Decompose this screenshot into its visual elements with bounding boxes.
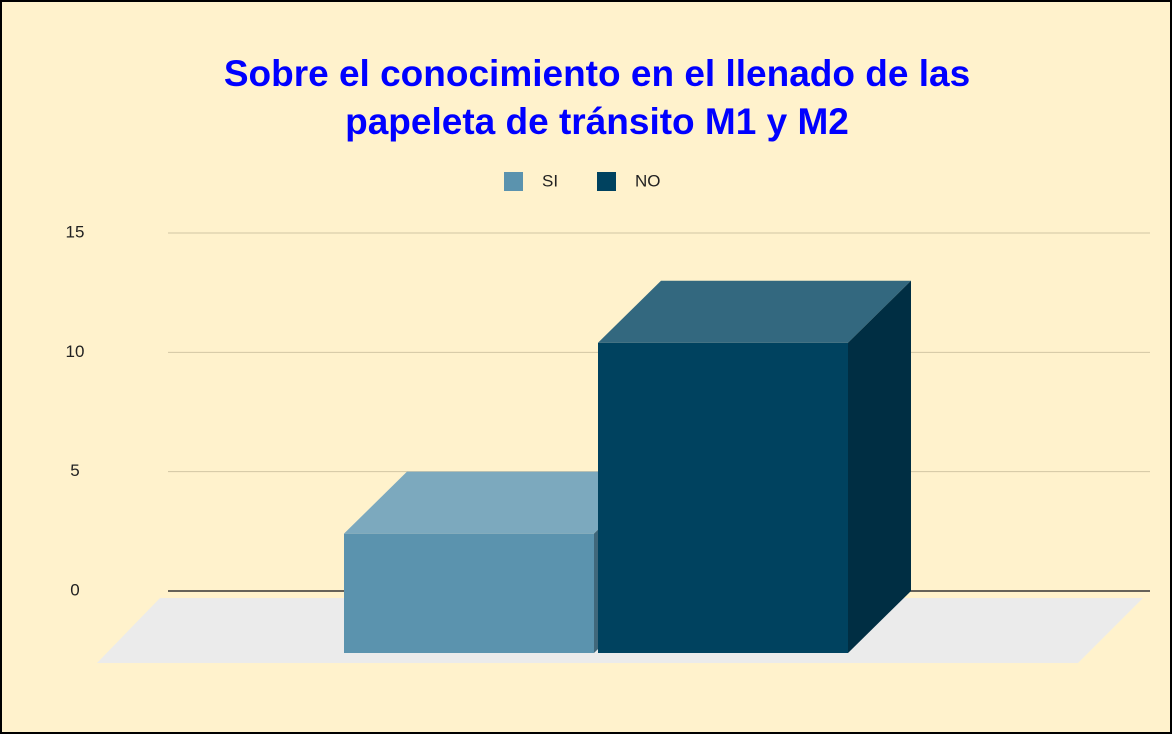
bar-front <box>344 533 594 653</box>
y-tick-label: 5 <box>70 461 79 480</box>
chart-title: Sobre el conocimiento en el llenado de l… <box>224 53 970 94</box>
legend-swatch <box>597 172 616 191</box>
legend-label: SI <box>542 171 558 190</box>
chart-title: papeleta de tránsito M1 y M2 <box>345 101 849 142</box>
y-tick-label: 10 <box>66 342 85 361</box>
bar-top <box>598 280 911 343</box>
legend-swatch <box>504 172 523 191</box>
y-tick-label: 15 <box>66 222 85 241</box>
bar-side <box>848 280 911 653</box>
bar-front <box>598 342 848 653</box>
bar-top <box>344 471 657 534</box>
legend-label: NO <box>635 171 661 190</box>
y-tick-label: 0 <box>70 580 79 599</box>
